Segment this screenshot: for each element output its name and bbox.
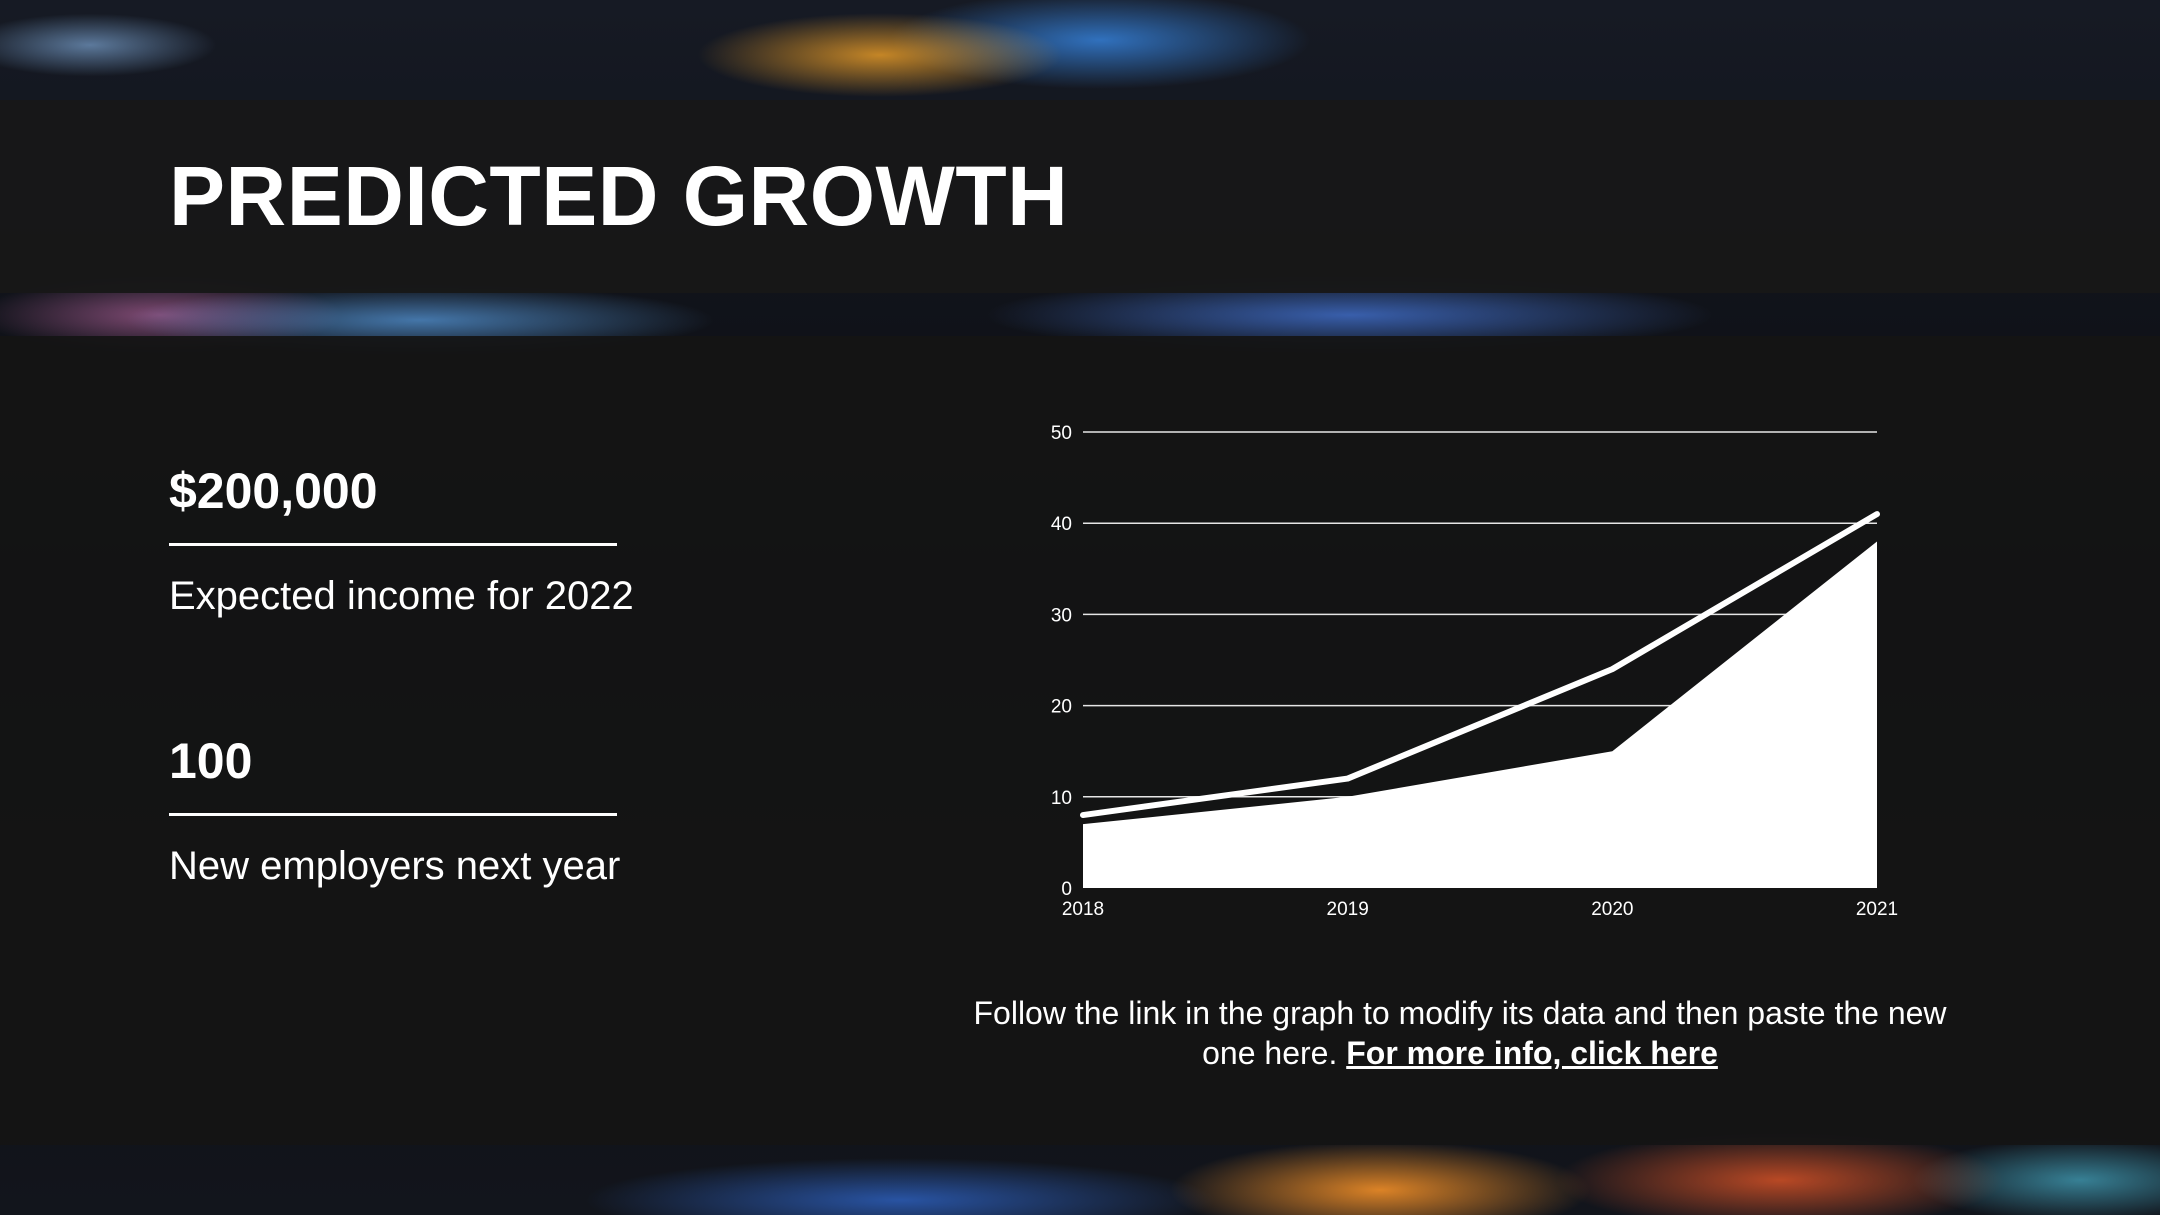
stat-value: 100 [169, 733, 253, 789]
x-tick-label: 2021 [1856, 899, 1898, 920]
line-series-1 [1080, 511, 1880, 819]
stat-value: $200,000 [169, 463, 378, 519]
y-tick-label: 20 [1051, 697, 1072, 718]
area-series-0 [1083, 541, 1877, 888]
y-tick-label: 0 [1061, 879, 1072, 900]
y-tick-label: 40 [1051, 514, 1072, 535]
x-tick-label: 2019 [1327, 899, 1369, 920]
stat-label: New employers next year [169, 844, 621, 888]
caption-text: Follow the link in the graph to modify i… [973, 995, 1947, 1071]
stat-label: Expected income for 2022 [169, 574, 634, 618]
y-tick-label: 30 [1051, 605, 1072, 626]
stat-divider [169, 813, 617, 816]
x-tick-label: 2018 [1062, 899, 1104, 920]
x-tick-label: 2020 [1591, 899, 1633, 920]
growth-chart[interactable]: 0 10 20 30 40 50 2018 2019 2020 2021 [1030, 405, 1910, 925]
stat-divider [169, 543, 617, 546]
chart-caption: Follow the link in the graph to modify i… [960, 993, 1960, 1073]
y-tick-label: 50 [1051, 423, 1072, 444]
title-band [0, 100, 2160, 293]
page-title: PREDICTED GROWTH [169, 149, 1069, 243]
y-tick-label: 10 [1051, 788, 1072, 809]
more-info-link[interactable]: For more info, click here [1346, 1035, 1718, 1071]
